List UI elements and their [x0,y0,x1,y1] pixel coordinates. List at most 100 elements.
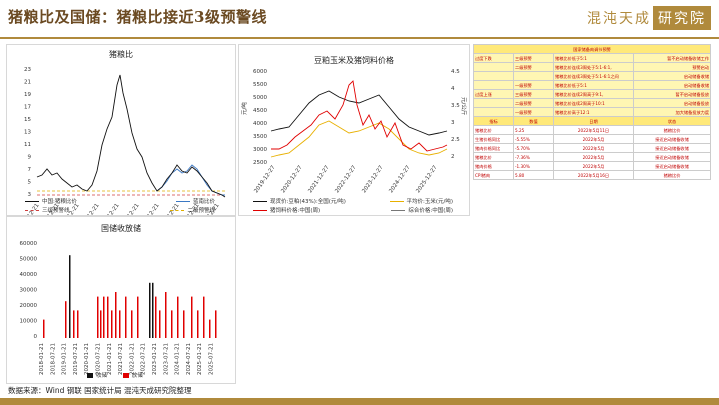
ratio-y-tick: 17 [24,105,31,111]
info-table-row: 一级预警 猪粮比价高于12:1 加大储备投放力度 [473,107,712,117]
info-table-cell: 2022年5月 [553,161,634,171]
info-table-cell: -5.70% [513,143,554,153]
page-title: 猪粮比及国储：猪粮比接近3级预警线 [8,8,267,26]
reserve-bar [65,301,67,338]
info-table-cell: 状态 [632,116,712,126]
price-y-tick-left: 5000 [253,95,267,101]
info-table-cell: -1.30% [513,161,554,171]
price-y-tick-right: 4 [451,86,455,92]
reserve-x-tick: 2019-07-21 [73,343,79,375]
info-table-cell: 2022年5月 [553,143,634,153]
price-legend-black: 现货价:豆粕(43%):全国(元/吨) [253,197,346,205]
info-table-status-row: 猪粮比价 -7.36% 2022年5月 接近启动储备收储 [473,152,712,162]
price-x-tick: 2020-12-27 [280,164,304,194]
header-rule [0,37,719,39]
reserve-bars [43,255,217,338]
info-table-cell: 一级预警 [513,107,554,117]
info-table-cell: 启动储备收储 [632,80,712,90]
info-table-cell: 猪粮比价连续2周高于9:1, [553,89,634,99]
info-table-cell: 2022年5月16日 [553,170,634,180]
logo-text: 混沌天成 [587,11,651,27]
reserve-bar [183,310,185,338]
ratio-y-tick: 11 [24,142,31,148]
reserve-bar [191,296,193,338]
price-y-tick-left: 3000 [253,147,267,153]
info-table-cell: 猪粮比价连续2周高于10:1 [553,98,634,108]
info-table-status-row: 猪粮比价 5.25 2022年5月11日 猪粮比价 [473,125,712,135]
reserve-bar [203,296,205,338]
reserve-bar [215,310,217,338]
info-table-row: 二级预警 猪粮比价连续2周高于10:1 启动储备投放 [473,98,712,108]
info-table-cell: 猪粮比价 [632,170,712,180]
info-table-cell: 三级预警 [513,53,554,63]
ratio-y-tick: 19 [24,92,31,98]
reserve-bar [77,310,79,338]
price-chart-panel: 豆粕玉米及猪饲料价格 6000 5500 5000 4500 4000 3500 3000 2… [238,44,470,216]
price-unit-left: 元/吨 [240,102,248,115]
ratio-chart-title: 猪粮比 [109,50,133,59]
reserve-bar [107,296,109,338]
info-table-cell: 启动储备收储 [632,71,712,81]
reserve-x-tick: 2025-07-21 [209,343,215,375]
info-table-cell: 2022年5月11日 [553,125,634,135]
price-y-ticks-left: 6000 5500 5000 4500 4000 3500 3000 2500 [253,69,267,166]
info-table-cell: CPI猪肉 [473,170,514,180]
reserve-x-tick: 2024-07-21 [186,343,192,375]
info-table-cell: 2022年5月 [553,134,634,144]
info-table-cell: 暂不启动储备收储工作 [632,53,712,63]
price-chart-title: 豆粕玉米及猪饲料价格 [314,56,394,65]
ratio-y-tick: 21 [24,80,31,86]
reserve-chart-panel: 国储收放储 60000 50000 40000 30000 20000 10000 0 20… [6,216,236,384]
reserve-x-tick: 2021-07-21 [118,343,124,375]
info-table-cell: 接近启动储备收储 [632,134,712,144]
ratio-legend-warn3: 三级预警线 [25,206,70,214]
reserve-bar [137,296,139,338]
price-chart: 6000 5500 5000 4500 4000 3500 3000 2500 4.5 4 3.5… [240,69,468,194]
reserve-x-tick: 2025-01-21 [197,343,203,375]
info-table-status-row: CPI猪肉 5.80 2022年5月16日 猪粮比价 [473,170,712,180]
ratio-y-tick: 5 [28,180,32,186]
price-legend-red: 猪饲料价格:中国(周) [253,206,320,214]
info-table-cell: 暂不启动储备投放 [632,89,712,99]
reserve-bar [69,255,71,338]
reserve-x-tick: 2020-07-21 [96,343,102,375]
reserve-bar [197,310,199,338]
reserve-legend: 收储 放储 [87,371,143,379]
reserve-legend-black: 收储 [87,373,107,379]
price-y-tick-left: 4000 [253,121,267,127]
info-table-cell: 日期 [553,116,634,126]
reserve-bar [152,282,154,338]
price-y-tick-left: 5500 [253,82,267,88]
header: 猪粮比及国储：猪粮比接近3级预警线 混沌天成 研究院 [0,0,719,39]
info-table-cell: -7.36% [513,152,554,162]
reserve-y-tick: 10000 [20,319,38,325]
info-table: 国家储备肉调节预警 过度下跌 三级预警 猪粮比价低于5:1 暂不启动储备收储工作 二级预警… [472,44,712,180]
reserve-y-tick: 30000 [20,288,38,294]
info-table-status-row: 猪肉价格 -1.30% 2022年5月 接近启动储备收储 [473,161,712,171]
info-table-cell: 接近启动储备收储 [632,152,712,162]
info-table-cell: 猪粮比价低于5:1 [553,53,634,63]
reserve-x-tick: 2022-01-21 [129,343,135,375]
reserve-x-tick: 2022-07-21 [141,343,147,375]
reserve-bar [209,319,211,338]
info-table-cell: 二级预警 [513,62,554,72]
reserve-y-tick: 60000 [20,241,38,247]
ratio-y-tick: 15 [24,117,31,123]
logo-box: 研究院 [653,6,711,30]
price-yellow-series [270,120,448,158]
price-y-tick-right: 2.5 [451,137,460,143]
reserve-bar [119,310,121,338]
price-x-tick: 2019-12-27 [253,164,277,194]
price-x-tick: 2024-12-27 [388,164,412,194]
reserve-bar [165,292,167,338]
info-table-cell: 5.80 [513,170,554,180]
ratio-legend-warn2: 二级预警线 [170,206,215,214]
price-legend-yellow: 平均价:玉米(元/吨) [389,197,453,205]
ratio-y-tick: 9 [28,155,32,161]
info-table-cell: 生猪价格同比 [473,134,514,144]
reserve-bar [103,296,105,338]
ratio-y-tick: 23 [24,67,31,73]
reserve-bar [171,310,173,338]
info-table-cell: 一级预警 [513,80,554,90]
